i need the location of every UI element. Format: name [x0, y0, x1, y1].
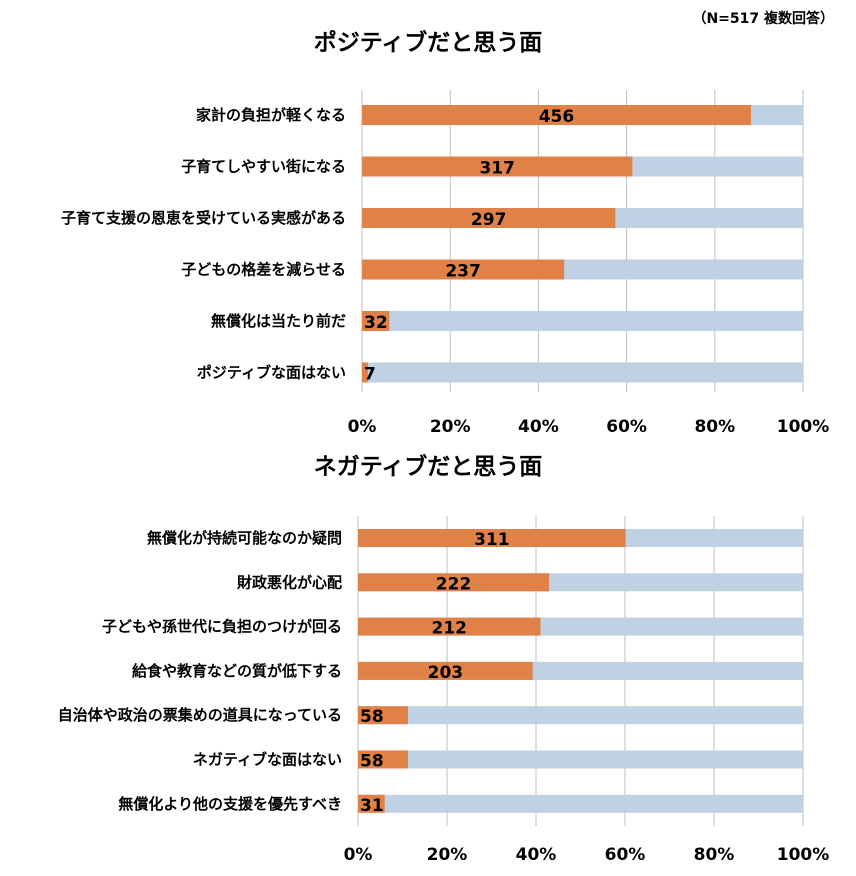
remainder-bar — [358, 750, 803, 769]
remainder-bar — [358, 794, 803, 813]
value-bar — [358, 573, 550, 592]
data-label: 237 — [445, 262, 481, 282]
category-label: 無償化が持続可能なのか疑問 — [147, 529, 342, 547]
category-label: 子育てしやすい街になる — [181, 158, 346, 176]
remainder-bar — [358, 706, 803, 725]
data-label: 203 — [428, 663, 464, 683]
x-tick-label: 60% — [606, 417, 647, 437]
value-bar — [362, 259, 565, 280]
value-bar — [362, 105, 751, 125]
x-tick-label: 20% — [430, 417, 471, 437]
category-label: 子育て支援の恩恵を受けている実感がある — [61, 209, 346, 227]
x-tick-label: 20% — [427, 845, 468, 865]
x-tick-label: 0% — [344, 845, 373, 865]
data-label: 317 — [479, 159, 515, 179]
data-label: 32 — [364, 313, 388, 333]
category-label: 子どもの格差を減らせる — [181, 261, 346, 279]
x-tick-label: 40% — [518, 417, 559, 437]
category-label: 子どもや孫世代に負担のつけが回る — [102, 618, 342, 636]
x-tick-label: 80% — [694, 845, 735, 865]
category-label: 無償化より他の支援を優先すべき — [118, 795, 342, 813]
value-bar — [358, 661, 533, 680]
value-bar — [358, 750, 408, 769]
category-label: 家計の負担が軽くなる — [196, 106, 346, 124]
chart-1: ポジティブだと思う面 0% 20% 40% 60% 80% 100% 家計の負担が軽くなる 45… — [61, 29, 829, 437]
data-label: 456 — [539, 107, 575, 127]
chart-title: ネガティブだと思う面 — [314, 453, 543, 480]
data-label: 58 — [360, 707, 384, 727]
data-label: 31 — [360, 796, 384, 816]
x-tick-label: 60% — [605, 845, 646, 865]
chart-2: ネガティブだと思う面 0% 20% 40% 60% 80% 100% 無償化が持続可能なのか疑… — [58, 453, 830, 865]
category-label: 自治体や政治の票集めの道具になっている — [58, 706, 342, 724]
value-bar — [362, 156, 633, 177]
sample-note: （N=517 複数回答） — [692, 11, 834, 27]
category-label: ポジティブな面はない — [197, 364, 346, 382]
data-label: 7 — [364, 365, 376, 385]
remainder-bar — [362, 311, 803, 331]
x-tick-label: 40% — [516, 845, 557, 865]
value-bar — [362, 362, 368, 383]
category-label: 財政悪化が心配 — [236, 573, 342, 591]
data-label: 58 — [360, 752, 384, 772]
remainder-bar — [362, 362, 803, 383]
x-tick-label: 80% — [694, 417, 735, 437]
chart-title: ポジティブだと思う面 — [314, 29, 543, 56]
data-label: 212 — [431, 619, 467, 639]
category-label: ネガティブな面はない — [193, 751, 342, 769]
x-tick-label: 0% — [348, 417, 377, 437]
category-label: 給食や教育などの質が低下する — [132, 662, 342, 680]
data-label: 222 — [436, 574, 472, 594]
category-label: 無償化は当たり前だ — [211, 312, 346, 330]
data-label: 297 — [471, 210, 507, 230]
value-bar — [362, 311, 390, 331]
x-tick-label: 100% — [777, 417, 830, 437]
value-bar — [358, 794, 385, 813]
x-tick-label: 100% — [777, 845, 830, 865]
data-label: 311 — [474, 530, 510, 550]
value-bar — [358, 617, 541, 636]
value-bar — [362, 208, 616, 228]
value-bar — [358, 706, 408, 725]
value-bar — [358, 529, 626, 547]
